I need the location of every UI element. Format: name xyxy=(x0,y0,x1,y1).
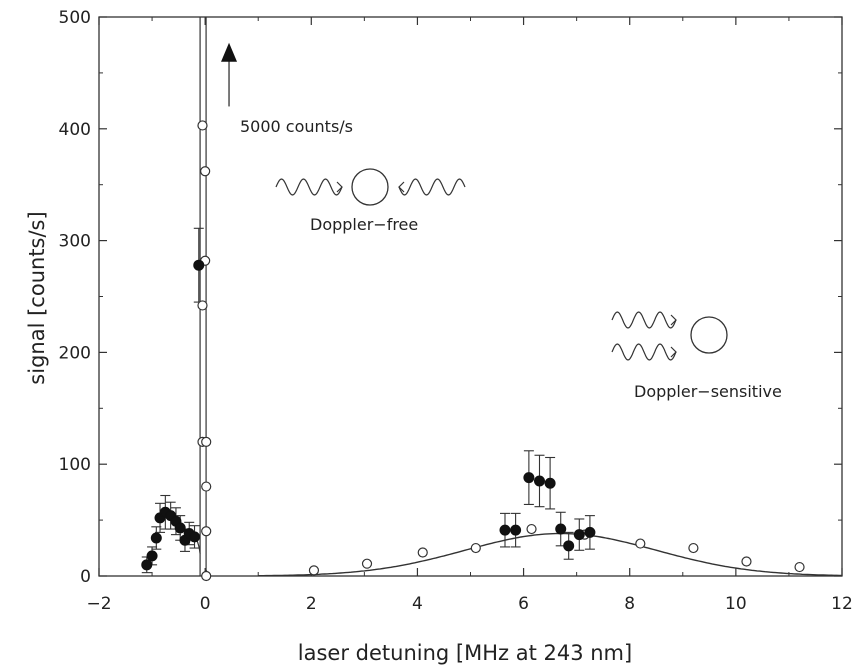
filled-data-point xyxy=(544,477,556,489)
gaussian-fit-line xyxy=(258,532,842,577)
y-tick-label: 500 xyxy=(59,8,91,28)
open-data-point xyxy=(197,120,208,131)
open-data-point xyxy=(308,565,320,576)
open-data-point xyxy=(201,481,212,492)
fit-curves xyxy=(188,17,842,577)
up-arrow-head xyxy=(221,42,238,62)
filled-data-point xyxy=(533,475,545,487)
atom-circle-icon xyxy=(351,168,389,206)
narrow-peak-line xyxy=(199,17,207,576)
open-data-point xyxy=(201,526,212,537)
filled-data-point xyxy=(584,526,596,538)
wave-right-icon xyxy=(398,178,466,196)
wave-right-icon-head xyxy=(398,181,405,193)
y-axis: 0 100 200 300 400 500 xyxy=(59,8,842,587)
open-data-point xyxy=(201,570,212,582)
open-data-point xyxy=(688,542,699,554)
open-data-point xyxy=(635,538,646,549)
beam-illustrations xyxy=(221,42,728,361)
wave-top-icon xyxy=(611,311,677,329)
filled-data-point xyxy=(510,524,522,536)
filled-data-point xyxy=(499,524,511,536)
open-data-point xyxy=(470,542,481,554)
y-tick-label: 300 xyxy=(59,232,91,252)
open-data-point xyxy=(197,300,208,311)
error-bars xyxy=(141,227,595,574)
y-axis-label: signal [counts/s] xyxy=(25,211,49,384)
open-data-point xyxy=(526,523,537,535)
x-tick-label: 4 xyxy=(412,594,423,614)
filled-data-point xyxy=(189,531,201,543)
filled-data-point xyxy=(141,559,153,571)
y-tick-label: 100 xyxy=(59,455,91,475)
filled-data-point xyxy=(555,523,567,535)
wave-bottom-icon xyxy=(611,343,677,361)
x-tick-label: 2 xyxy=(306,594,317,614)
y-tick-label: 400 xyxy=(59,120,91,140)
filled-data-point xyxy=(563,540,575,552)
open-data-point xyxy=(361,558,373,569)
x-tick-label: 8 xyxy=(624,594,635,614)
wave-bottom-icon-head xyxy=(670,346,677,358)
x-tick-label: −2 xyxy=(86,594,111,614)
filled-data-point xyxy=(174,522,186,534)
filled-data-point xyxy=(146,550,158,562)
data-markers xyxy=(141,120,805,582)
x-tick-label: 6 xyxy=(518,594,529,614)
arrow-label: 5000 counts/s xyxy=(240,117,353,136)
x-axis-label: laser detuning [MHz at 243 nm] xyxy=(298,641,632,665)
x-tick-label: 10 xyxy=(725,594,747,614)
filled-data-point xyxy=(573,529,585,541)
annotations: laser detuning [MHz at 243 nm] signal [c… xyxy=(25,117,782,665)
open-data-point xyxy=(741,556,752,567)
atom-circle-icon-2 xyxy=(690,316,728,354)
filled-data-point xyxy=(150,532,162,544)
y-tick-label: 0 xyxy=(80,567,91,587)
filled-data-point xyxy=(523,472,535,484)
x-tick-label: 0 xyxy=(200,594,211,614)
open-data-point xyxy=(201,436,212,447)
y-tick-label: 200 xyxy=(59,343,91,363)
x-tick-label: 12 xyxy=(831,594,853,614)
open-data-point xyxy=(200,166,211,177)
filled-data-point xyxy=(193,259,205,271)
wave-left-icon xyxy=(275,178,343,196)
open-data-point xyxy=(417,547,428,558)
doppler-sensitive-label: Doppler−sensitive xyxy=(634,382,782,401)
plot-border xyxy=(98,16,843,577)
doppler-free-label: Doppler−free xyxy=(310,215,418,234)
wave-top-icon-head xyxy=(670,314,677,326)
plot-frame xyxy=(98,16,843,577)
open-data-point xyxy=(794,561,805,573)
wave-left-icon-head xyxy=(336,181,343,193)
x-axis: −2 0 2 4 6 8 10 12 xyxy=(86,17,853,614)
